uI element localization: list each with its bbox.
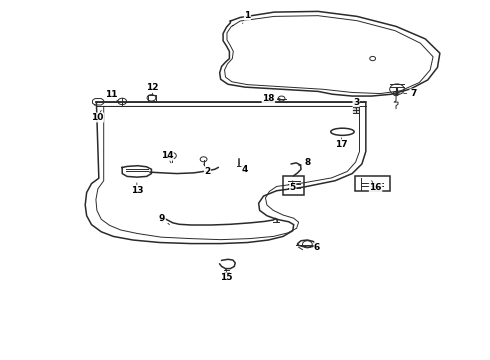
Text: 11: 11 [105, 90, 118, 102]
Text: 5: 5 [290, 181, 296, 192]
Text: 15: 15 [220, 270, 233, 282]
Text: 9: 9 [159, 214, 170, 225]
Text: 4: 4 [239, 163, 248, 174]
Text: 16: 16 [369, 181, 382, 192]
Text: 1: 1 [243, 11, 250, 23]
Text: 3: 3 [353, 98, 359, 109]
Text: 14: 14 [161, 151, 173, 163]
Text: 12: 12 [146, 83, 159, 95]
Text: 6: 6 [309, 243, 320, 252]
Text: 2: 2 [203, 164, 211, 176]
Text: 10: 10 [91, 111, 103, 122]
Text: 7: 7 [404, 89, 416, 98]
Text: 18: 18 [262, 94, 280, 103]
Text: 17: 17 [335, 138, 348, 149]
Text: 8: 8 [298, 158, 311, 167]
Text: 13: 13 [131, 183, 143, 194]
